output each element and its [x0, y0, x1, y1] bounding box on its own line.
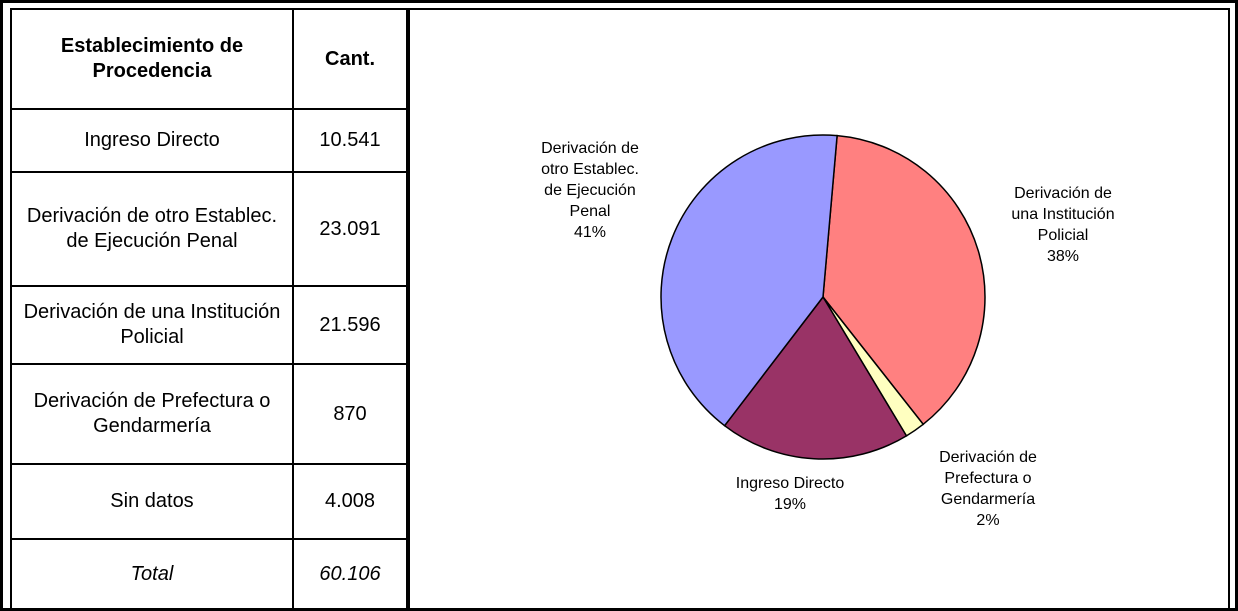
slice-name: Derivación de Prefectura o Gendarmería: [939, 449, 1037, 508]
cell: 870: [292, 363, 408, 465]
slice-label: Derivación de una Institución Policial 38…: [1011, 183, 1114, 267]
pie-slice: [660, 134, 838, 427]
cell: Derivación de Prefectura o Gendarmería: [10, 363, 294, 465]
cell: Derivación de una Institución Policial: [10, 285, 294, 365]
cell: 4.008: [292, 463, 408, 540]
cell: 23.091: [292, 171, 408, 287]
data-table: Establecimiento de Procedencia Cant. Ingr…: [10, 8, 408, 608]
cell: Sin datos: [10, 463, 294, 540]
slice-percent: 2%: [976, 512, 1000, 529]
slice-label: Derivación de Prefectura o Gendarmería 2%: [939, 447, 1037, 531]
header-cell: Cant.: [292, 8, 408, 110]
chart-area: Derivación de una Institución Policial 38…: [408, 8, 1230, 608]
header-cell: Establecimiento de Procedencia: [10, 8, 294, 110]
slice-name: Derivación de una Institución Policial: [1011, 185, 1115, 244]
slice-name: Ingreso Directo: [735, 475, 845, 492]
slice-percent: 41%: [573, 224, 607, 241]
pie-slice: [723, 295, 908, 460]
cell: 21.596: [292, 285, 408, 365]
slice-percent: 19%: [773, 496, 807, 513]
slice-percent: 38%: [1046, 248, 1080, 265]
slice-label: Derivación de otro Establec. de Ejecució…: [541, 138, 639, 243]
cell: Total: [10, 538, 294, 608]
cell: Derivación de otro Establec. de Ejecució…: [10, 171, 294, 287]
slice-name: Derivación de otro Establec. de Ejecució…: [541, 140, 639, 220]
chart: [660, 134, 986, 460]
slice-label: Ingreso Directo 19%: [736, 473, 845, 515]
pie-slice: [822, 134, 986, 426]
cell: Ingreso Directo: [10, 108, 294, 173]
cell: 10.541: [292, 108, 408, 173]
cell: 60.106: [292, 538, 408, 608]
